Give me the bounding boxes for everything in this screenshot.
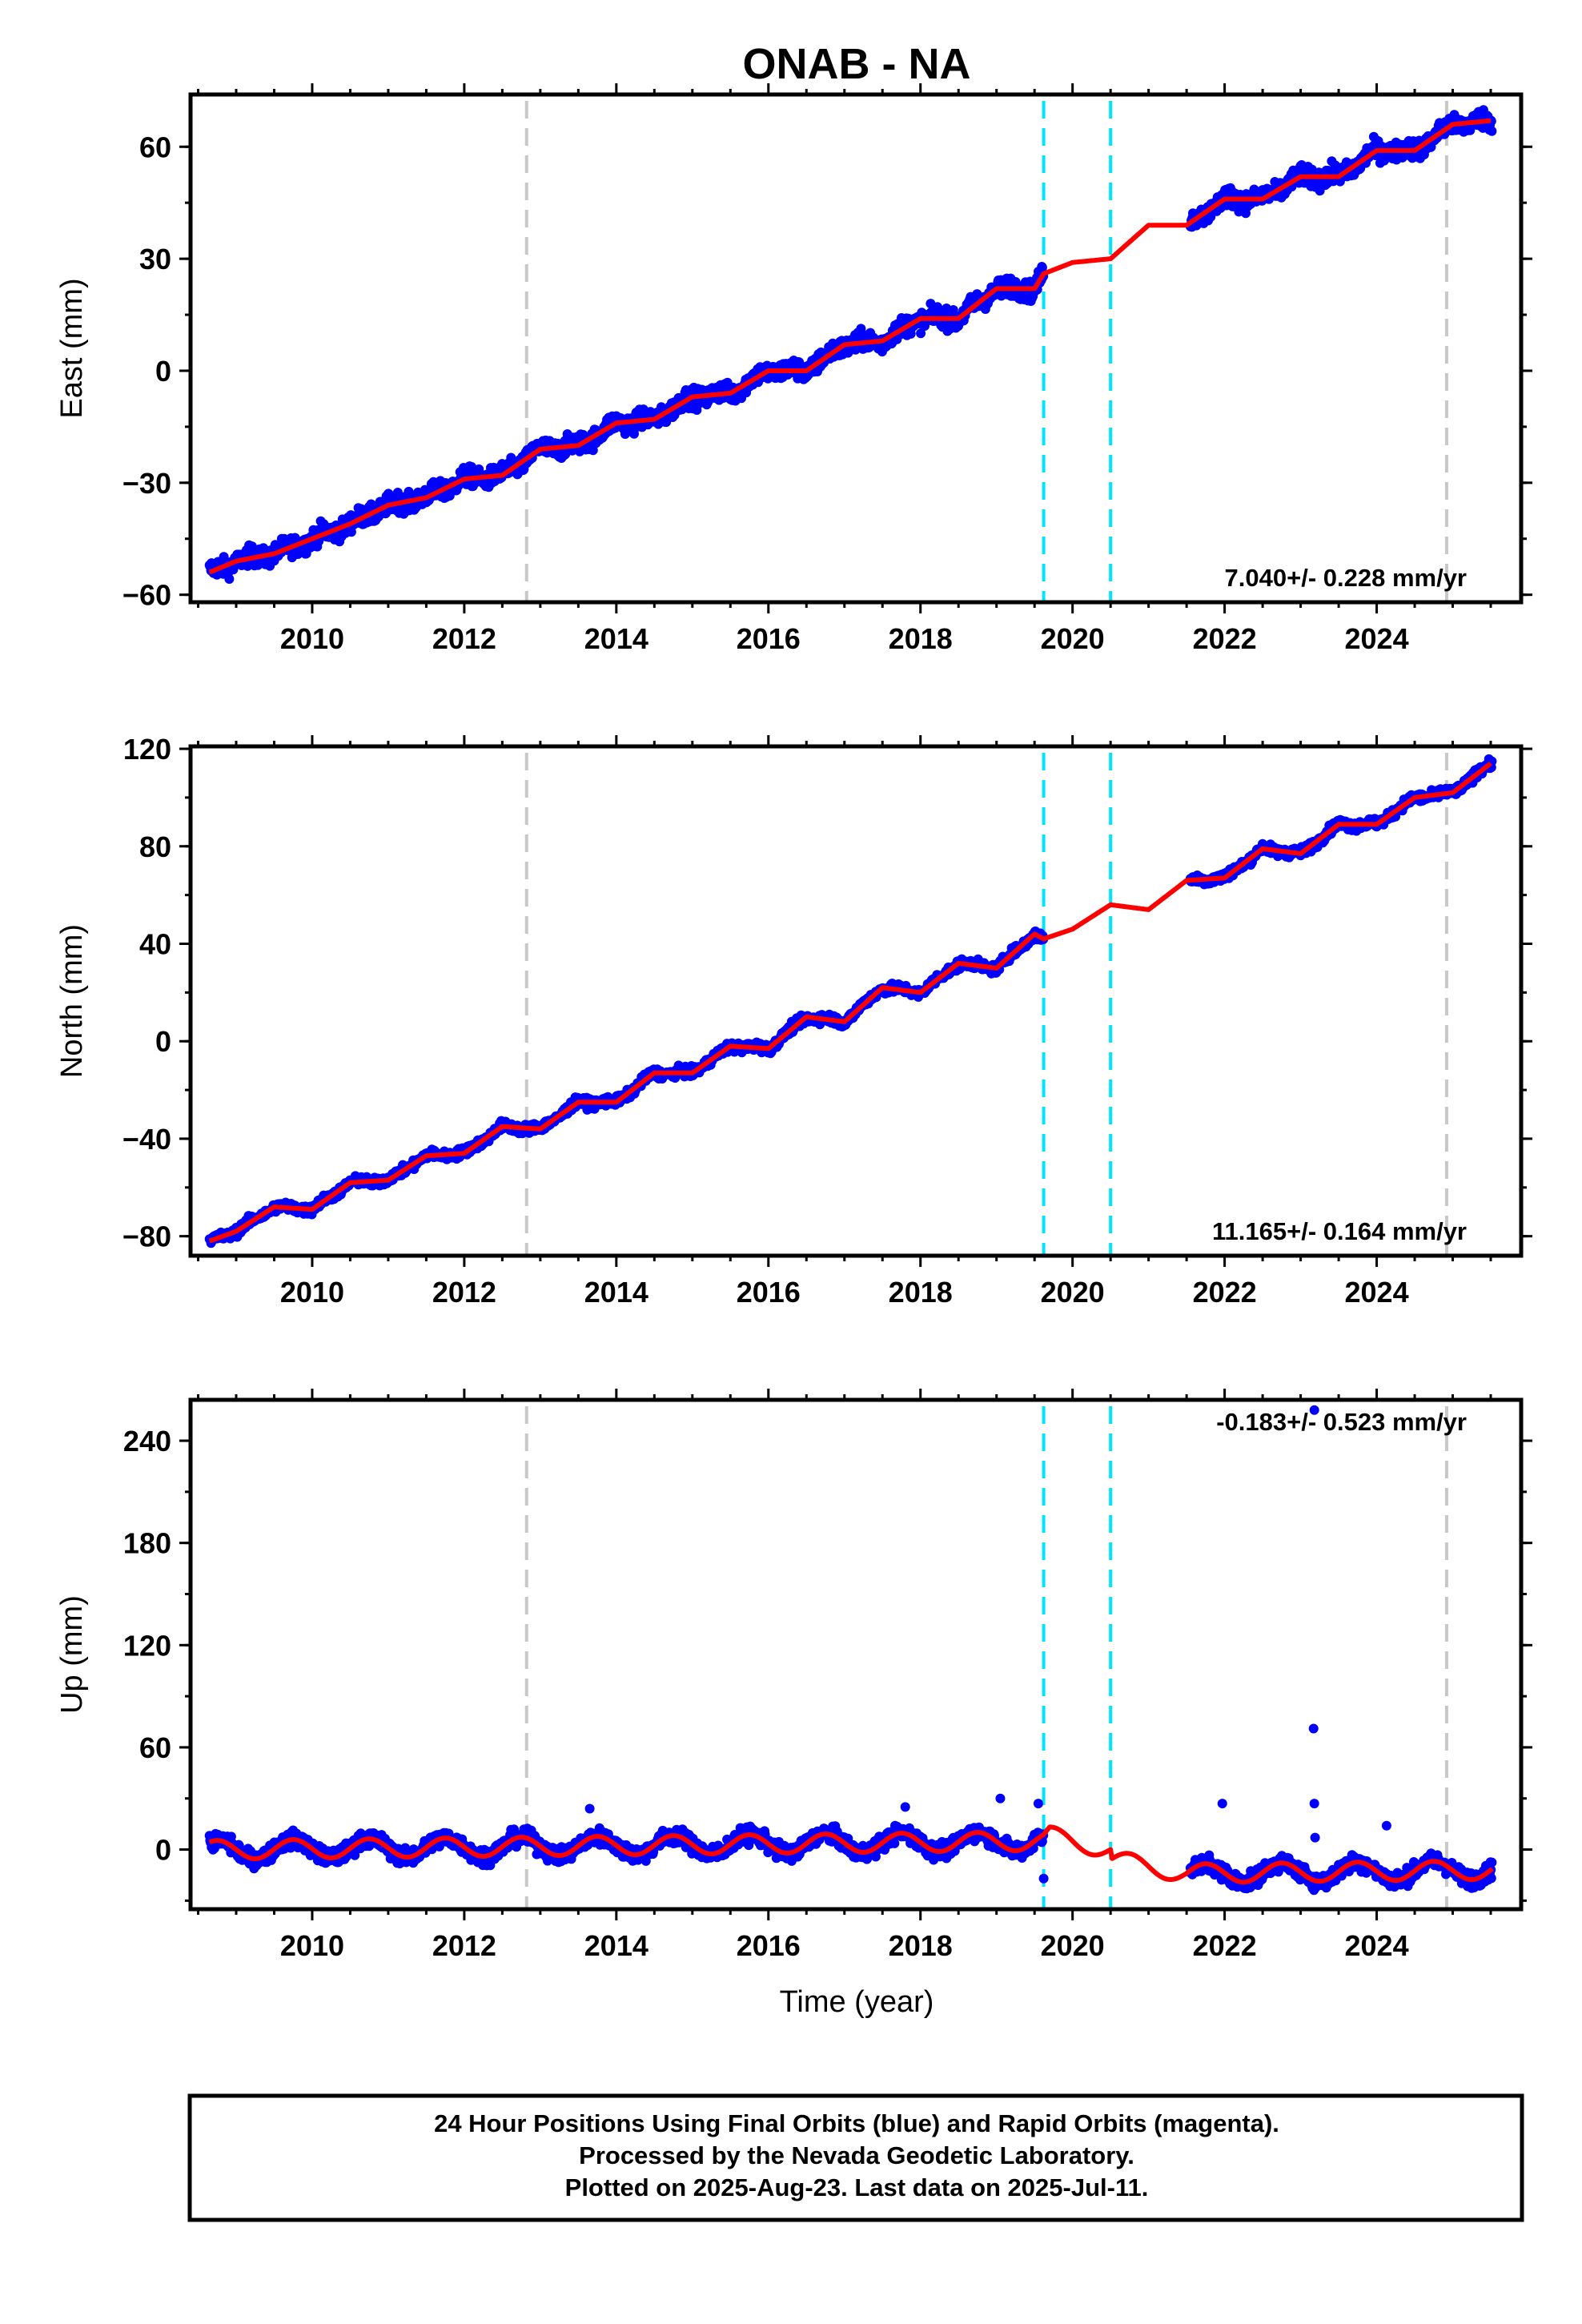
x-tick-label: 2010 xyxy=(280,622,344,655)
y-tick-label: 80 xyxy=(139,830,171,863)
observation-point xyxy=(1487,126,1497,136)
observation-point xyxy=(247,541,257,552)
plot-area xyxy=(204,753,1497,1256)
y-tick-label: 30 xyxy=(139,243,171,275)
model-fit-line xyxy=(207,761,1493,1244)
x-tick-label: 2020 xyxy=(1041,622,1105,655)
x-tick-label: 2010 xyxy=(280,1276,344,1309)
y-tick-label: 40 xyxy=(139,927,171,960)
x-tick-label: 2016 xyxy=(737,622,801,655)
velocity-rate-label: 11.165+/- 0.164 mm/yr xyxy=(1212,1217,1467,1245)
x-tick-label: 2020 xyxy=(1041,1276,1105,1309)
figure-title: ONAB - NA xyxy=(743,40,971,88)
north-panel: 2010 2012 2014 2016 2018 2020 2022 2024 −80 −40 0 4… xyxy=(55,733,1532,1309)
y-tick-label: 60 xyxy=(139,131,171,163)
y-tick-label: −80 xyxy=(122,1220,171,1253)
x-tick-label: 2014 xyxy=(584,1276,648,1309)
observation-point xyxy=(916,328,926,339)
x-tick-label: 2012 xyxy=(432,622,496,655)
velocity-rate-label: 7.040+/- 0.228 mm/yr xyxy=(1225,564,1467,592)
y-tick-label: −60 xyxy=(122,579,171,612)
x-tick-label: 2022 xyxy=(1193,622,1257,655)
y-tick-label: −30 xyxy=(122,467,171,500)
observation-point xyxy=(856,324,866,334)
x-tick-label: 2024 xyxy=(1345,622,1409,655)
y-tick-label: 0 xyxy=(155,355,171,388)
observation-point xyxy=(392,488,403,497)
plot-area xyxy=(204,101,1497,602)
x-tick-label: 2016 xyxy=(737,1276,801,1309)
model-fit-line xyxy=(207,118,1493,575)
observation-point xyxy=(1465,125,1476,135)
y-tick-label: 0 xyxy=(155,1025,171,1058)
observation-point xyxy=(224,574,235,584)
y-tick-label: −40 xyxy=(122,1123,171,1156)
x-tick-label: 2024 xyxy=(1345,1276,1409,1309)
x-tick-label: 2012 xyxy=(432,1276,496,1309)
y-axis-label: East (mm) xyxy=(55,278,89,418)
panel-frame xyxy=(188,92,1524,605)
plot-area xyxy=(204,1405,1497,1909)
x-tick-label: 2018 xyxy=(889,1276,953,1309)
observation-point xyxy=(1037,263,1047,273)
y-tick-label: 120 xyxy=(123,733,171,766)
x-tick-label: 2014 xyxy=(584,622,648,655)
up-panel: 2010 2012 2014 2016 2018 2020 2022 202406012018… xyxy=(55,1389,1532,1962)
y-axis-label: North (mm) xyxy=(55,924,89,1078)
x-tick-label: 2018 xyxy=(889,622,953,655)
x-tick-label: 2022 xyxy=(1193,1276,1257,1309)
east-panel: 2010 2012 2014 2016 2018 2020 2022 2024 −60 −30 0 3… xyxy=(55,83,1532,655)
